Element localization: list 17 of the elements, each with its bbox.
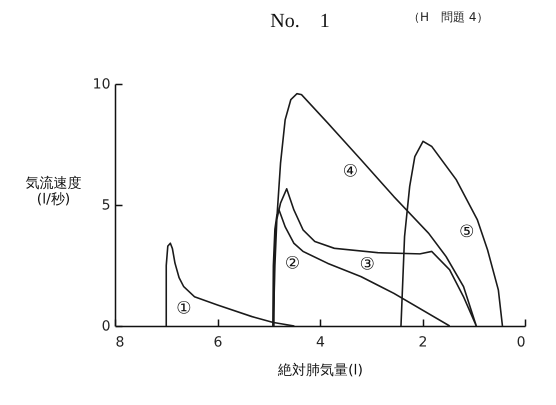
x-tick-label: 2 — [418, 334, 428, 350]
chart-subtitle: （H 問題 4） — [408, 9, 488, 26]
y-tick-label: 10 — [92, 76, 110, 92]
x-tick-label: 0 — [516, 334, 526, 350]
series-label: ② — [284, 253, 300, 274]
x-tick-label: 4 — [316, 334, 326, 350]
y-axis-title: 気流速度 (l/秒) — [26, 176, 82, 208]
series-label: ① — [176, 298, 192, 319]
chart-title: No. 1 — [270, 10, 330, 32]
x-tick-label: 6 — [214, 334, 223, 350]
series-label: ④ — [342, 162, 358, 182]
y-tick-label: 0 — [102, 318, 110, 334]
series-label: ③ — [360, 254, 375, 275]
y-tick-label: 5 — [102, 198, 110, 214]
x-tick-label: 8 — [116, 334, 124, 350]
series-label: ⑤ — [459, 222, 474, 242]
x-axis-title: 絶対肺気量(l) — [277, 362, 363, 378]
